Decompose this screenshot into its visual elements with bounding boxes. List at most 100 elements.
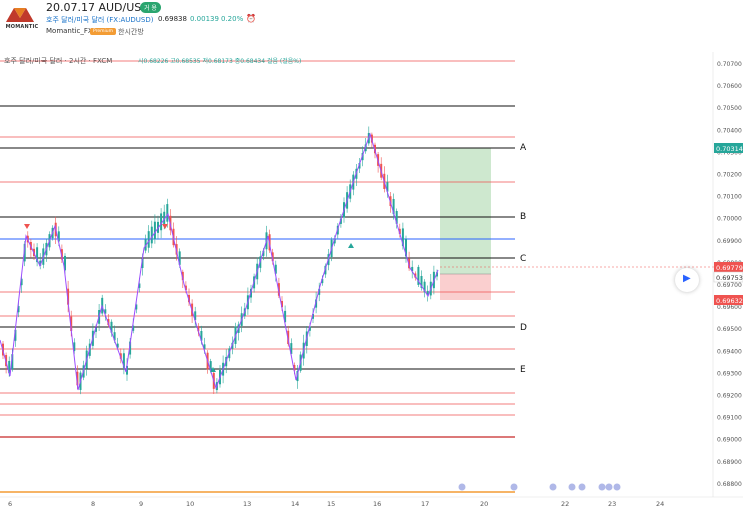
price-tick-label: 0.69300	[717, 370, 742, 377]
candle-body	[60, 249, 63, 260]
chart-title: 20.07.17 AUD/USD	[46, 1, 150, 14]
candle-body	[411, 266, 414, 272]
time-tick-label: 24	[656, 500, 664, 508]
level-label-e: E	[520, 365, 526, 375]
candle-body	[358, 163, 361, 169]
price-tick-label: 0.69500	[717, 326, 742, 333]
time-tick-label: 6	[8, 500, 12, 508]
time-tick-label: 14	[291, 500, 299, 508]
target-zone	[440, 148, 491, 274]
price-label-stop: 0.69632	[714, 295, 743, 305]
candle-body	[70, 316, 73, 332]
language-label: 한시간방	[118, 28, 144, 36]
economic-event-icons[interactable]	[458, 483, 621, 491]
alarm-clock-icon[interactable]: ⏰	[246, 14, 256, 23]
play-icon[interactable]: ▶	[675, 268, 699, 292]
candle-body	[95, 327, 97, 332]
candle-body	[132, 325, 135, 331]
time-tick-label: 13	[243, 500, 251, 508]
candle-body	[308, 326, 311, 331]
candle-body	[290, 343, 293, 354]
price-tick-label: 0.70400	[717, 127, 742, 134]
candle-body	[126, 365, 128, 375]
candle-body	[315, 299, 318, 308]
candle-body	[231, 342, 234, 349]
price-change: 0.00139	[190, 15, 219, 23]
candle-body	[64, 255, 66, 271]
candle-body	[166, 204, 169, 222]
candle-body	[178, 251, 181, 265]
candle-body	[426, 290, 429, 296]
chart-area[interactable]: A B C D E 호주 달러/미국 달러 · 2시간 · FXCM 시0.68…	[0, 52, 743, 510]
candle-body	[175, 244, 178, 255]
time-tick-label: 10	[186, 500, 194, 508]
time-tick-label: 22	[561, 500, 569, 508]
candle-body	[122, 353, 125, 368]
candle-body	[312, 313, 314, 319]
candle-body	[197, 326, 200, 332]
time-axis[interactable]: 6 8 9 10 13 14 15 16 17 20 22 23 24	[8, 500, 664, 508]
author-name[interactable]: Momantic_FX	[46, 27, 93, 35]
svg-text:0.69632: 0.69632	[716, 297, 743, 305]
candle-body	[405, 239, 407, 257]
price-tick-label: 0.69400	[717, 348, 742, 355]
level-label-b: B	[520, 212, 526, 222]
candle-body	[184, 285, 187, 291]
candle-body	[138, 283, 141, 288]
symbol-link[interactable]: 호주 달러/미국 달러 (FX:AUDUSD)	[46, 16, 154, 24]
candle-body	[160, 213, 163, 231]
time-tick-label: 8	[91, 500, 95, 508]
candle-body	[135, 304, 138, 310]
premium-badge: Premium	[90, 28, 117, 35]
candle-body	[107, 319, 110, 326]
level-label-a: A	[520, 143, 527, 153]
price-tick-label: 0.69700	[717, 282, 742, 289]
candle-body	[163, 211, 166, 225]
candle-body	[398, 228, 401, 235]
candle-body	[284, 310, 287, 323]
price-label-current: 0.69779	[714, 262, 743, 272]
candle-body	[116, 343, 119, 348]
level-label-c: C	[520, 254, 526, 264]
candle-body	[417, 266, 420, 285]
last-price: 0.69838	[158, 15, 187, 23]
candle-body	[39, 260, 42, 266]
svg-text:0.70314: 0.70314	[716, 145, 743, 153]
candle-body	[277, 283, 280, 296]
price-tick-label: 0.70200	[717, 172, 742, 179]
chart-legend: 호주 달러/미국 달러 · 2시간 · FXCM	[4, 56, 112, 65]
candle-body	[153, 221, 156, 240]
candle-body	[129, 341, 132, 355]
candle-body	[36, 247, 39, 263]
candle-body	[281, 300, 283, 308]
price-label-target: 0.70314	[714, 143, 743, 153]
time-tick-label: 17	[421, 500, 429, 508]
candle-body	[321, 278, 324, 284]
price-tick-label: 0.69100	[717, 415, 742, 422]
svg-text:0.69779: 0.69779	[716, 264, 743, 272]
candle-body	[67, 288, 70, 305]
price-change-pct: 0.20%	[221, 15, 244, 23]
candle-body	[17, 306, 20, 313]
brand-logo-text: MOMANTIC	[5, 24, 39, 30]
candle-body	[188, 294, 190, 303]
candle-body	[73, 342, 76, 351]
time-tick-label: 20	[480, 500, 488, 508]
candle-body	[113, 332, 116, 341]
wave-line	[0, 132, 439, 391]
candle-body	[333, 238, 336, 244]
chart-header: MOMANTIC 20.07.17 AUD/USD 거 용 호주 달러/미국 달…	[0, 0, 743, 50]
candle-body	[119, 353, 122, 359]
candle-body	[11, 354, 14, 370]
price-tick-label: 0.70100	[717, 194, 742, 201]
brand-logo: MOMANTIC	[2, 2, 38, 38]
candle-body	[104, 309, 107, 314]
candle-body	[20, 278, 23, 286]
candle-body	[203, 344, 206, 350]
candle-body	[57, 231, 60, 242]
svg-text:0.69753: 0.69753	[716, 274, 743, 282]
candle-body	[141, 258, 144, 269]
candle-body	[76, 371, 79, 386]
ohlc-values: 시0.68226 고0.68535 저0.68173 종0.68434 걸음 (…	[138, 57, 301, 65]
candle-body	[318, 288, 321, 295]
